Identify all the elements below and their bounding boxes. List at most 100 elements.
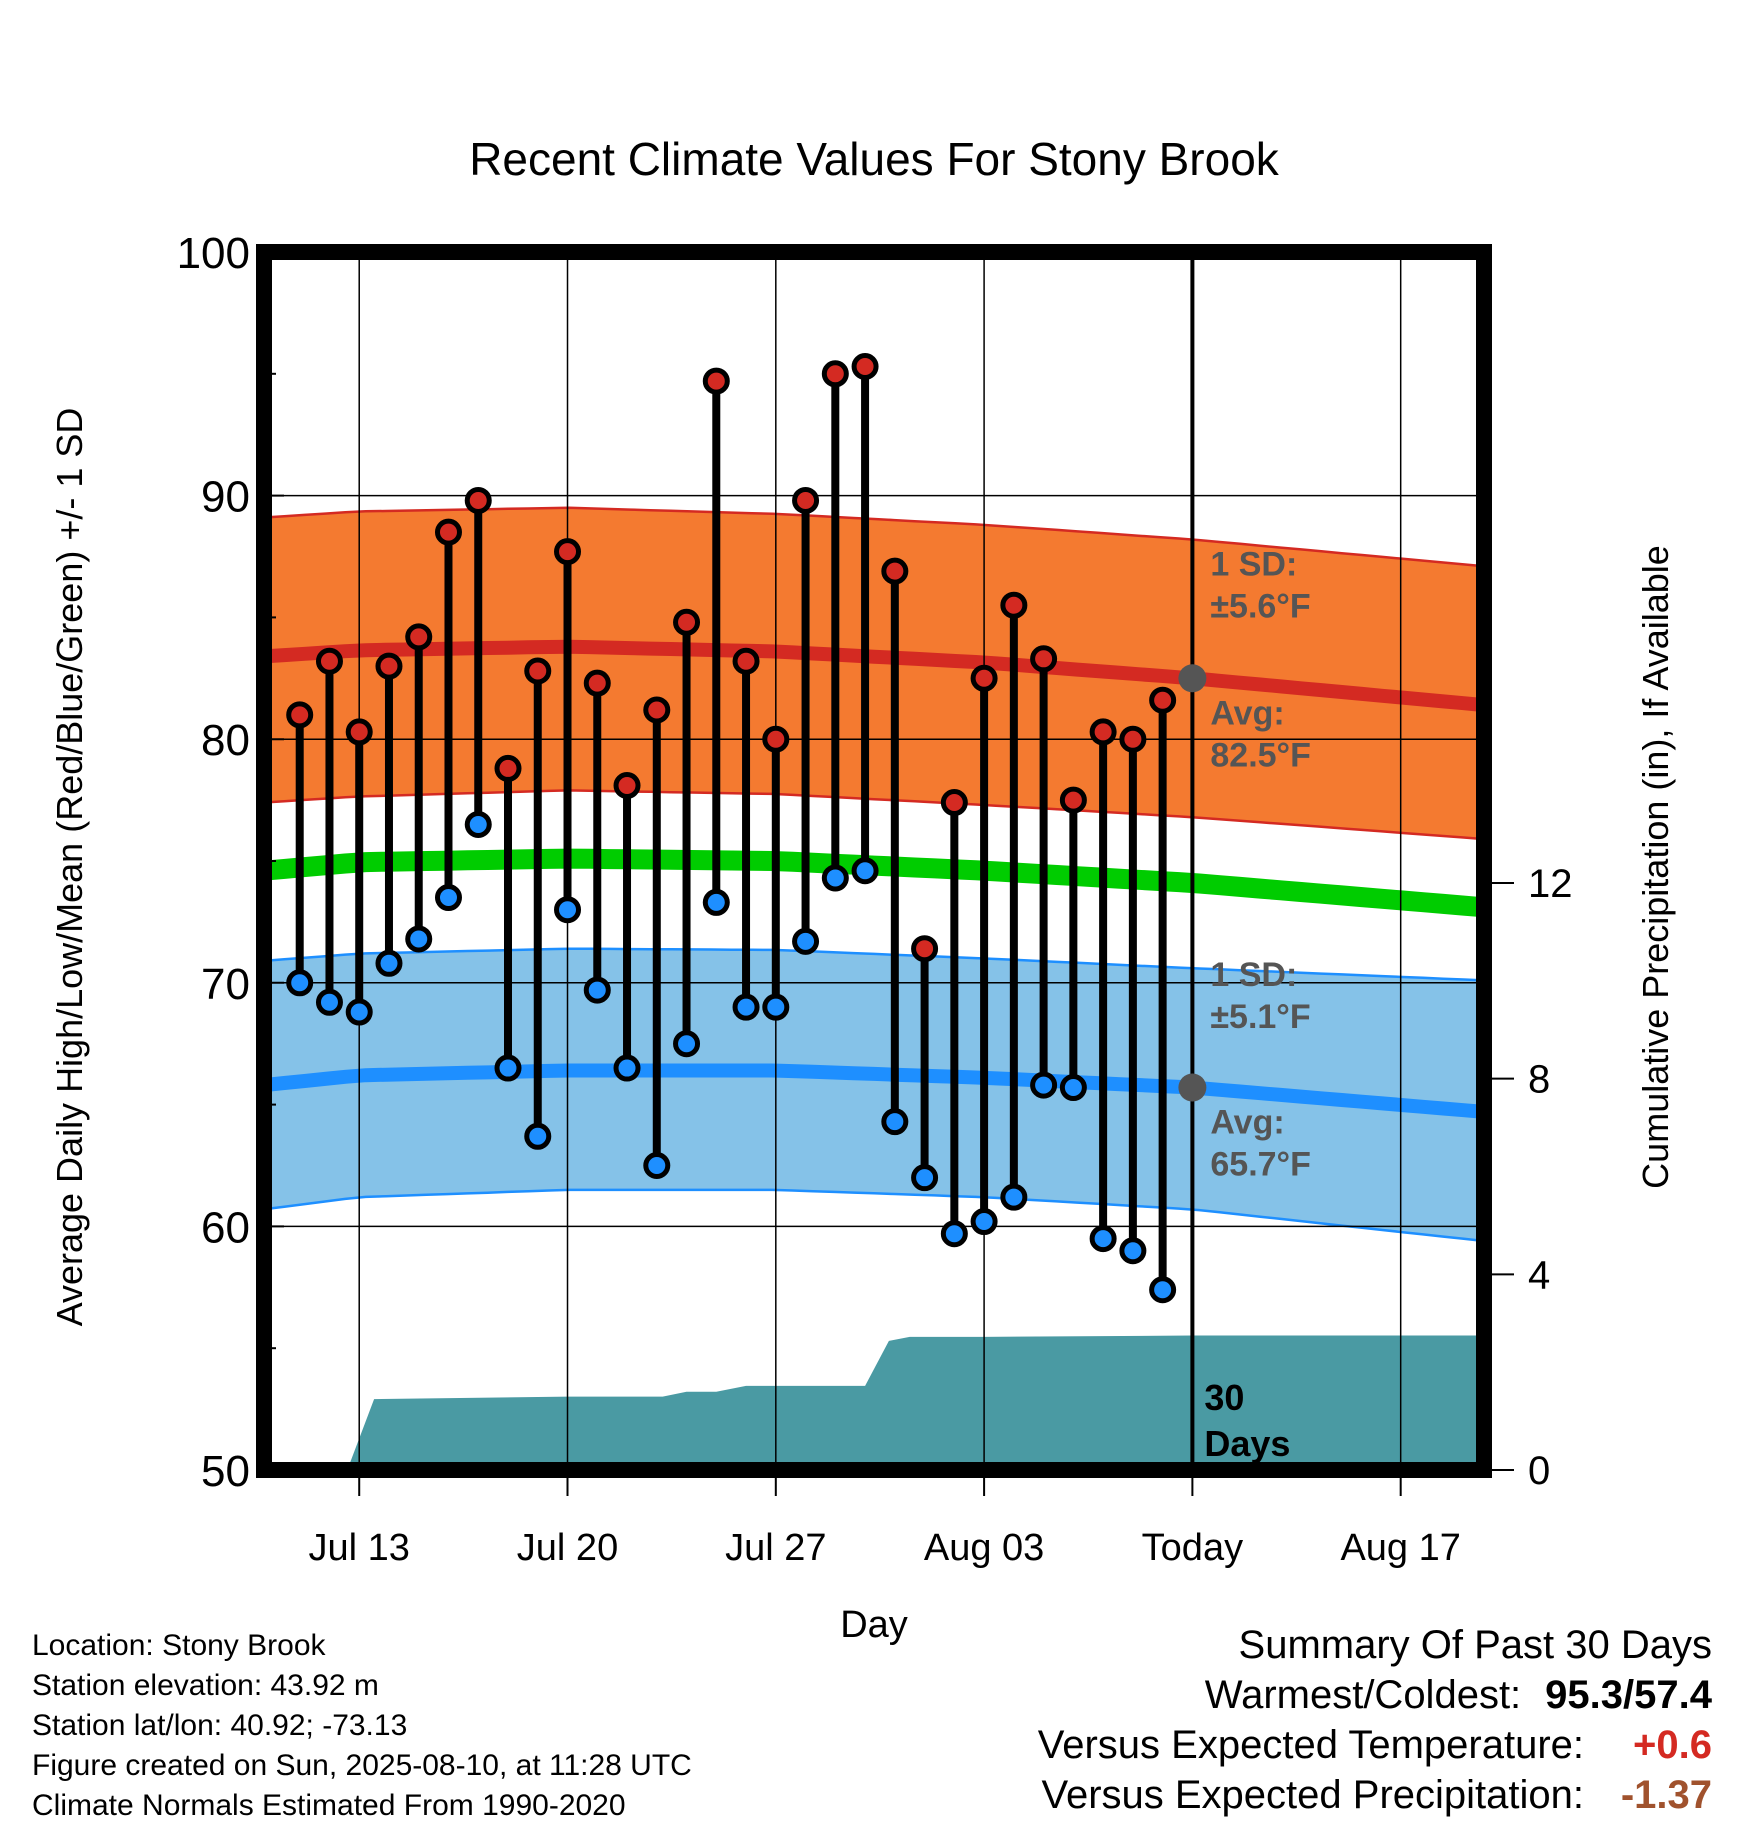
daily-high-point xyxy=(583,669,611,697)
daily-high-point xyxy=(702,367,730,395)
x-tick-label: Today xyxy=(1142,1527,1243,1569)
precip-fill xyxy=(264,1335,1484,1470)
daily-high-point xyxy=(434,518,462,546)
low-sd-band xyxy=(264,948,1484,1241)
station-info: Location: Stony Brook Station elevation:… xyxy=(32,1626,692,1826)
daily-high-point xyxy=(345,718,373,746)
today-days-label-2: Days xyxy=(1204,1423,1290,1464)
precipitation-area xyxy=(264,1335,1484,1470)
precip-anomaly-value: -1.37 xyxy=(1620,1773,1712,1817)
today-low-normal-marker xyxy=(1178,1073,1207,1102)
right-tick-label: 0 xyxy=(1528,1449,1550,1493)
left-tick-label: 80 xyxy=(201,716,250,765)
annotation-line2: 65.7°F xyxy=(1210,1146,1311,1184)
daily-low-point xyxy=(583,976,611,1004)
summary-warm-cold: Warmest/Coldest: 95.3/57.4 xyxy=(1038,1670,1712,1720)
daily-low-point xyxy=(1089,1225,1117,1253)
daily-low-point xyxy=(464,810,492,838)
daily-high-point xyxy=(286,701,314,729)
left-tick-label: 90 xyxy=(201,473,250,522)
annotation-line1: 1 SD: xyxy=(1210,956,1297,994)
daily-low-point xyxy=(405,925,433,953)
daily-low-point xyxy=(345,998,373,1026)
daily-temperature-bars xyxy=(286,352,1177,1304)
temp-anomaly-value: +0.6 xyxy=(1633,1723,1712,1767)
daily-high-point xyxy=(1059,786,1087,814)
left-tick-label: 70 xyxy=(201,960,250,1009)
daily-high-point xyxy=(494,754,522,782)
normal-low-line xyxy=(263,1063,1485,1119)
daily-low-point xyxy=(970,1208,998,1236)
daily-low-point xyxy=(1149,1276,1177,1304)
temp-anomaly-label: Versus Expected Temperature: xyxy=(1037,1723,1584,1767)
left-axis-label: Average Daily High/Low/Mean (Red/Blue/Gr… xyxy=(49,408,90,1327)
warm-cold-value: 95.3/57.4 xyxy=(1545,1673,1712,1717)
right-tick-label: 8 xyxy=(1528,1058,1550,1102)
daily-low-point xyxy=(554,896,582,924)
daily-high-point xyxy=(315,647,343,675)
right-tick-label: 4 xyxy=(1528,1253,1550,1297)
annotation-line1: Avg: xyxy=(1210,1104,1284,1142)
left-tick-label: 100 xyxy=(177,229,250,278)
x-axis-label: Day xyxy=(840,1604,908,1646)
daily-low-point xyxy=(613,1054,641,1082)
daily-high-point xyxy=(881,557,909,585)
daily-low-point xyxy=(643,1152,671,1179)
daily-high-point xyxy=(940,789,968,817)
daily-high-point xyxy=(405,623,433,651)
right-tick-label: 12 xyxy=(1528,862,1573,906)
daily-low-point xyxy=(1030,1071,1058,1099)
daily-low-point xyxy=(881,1108,909,1136)
daily-high-point xyxy=(732,647,760,675)
warm-cold-label: Warmest/Coldest: xyxy=(1204,1673,1522,1717)
daily-low-point xyxy=(524,1122,552,1150)
daily-low-point xyxy=(762,993,790,1021)
daily-low-point xyxy=(375,949,403,977)
daily-low-point xyxy=(673,1030,701,1058)
precip-anomaly-label: Versus Expected Precipitation: xyxy=(1041,1773,1584,1817)
left-tick-label: 50 xyxy=(201,1447,250,1496)
annotation-line2: ±5.1°F xyxy=(1210,998,1310,1036)
chart-title: Recent Climate Values For Stony Brook xyxy=(469,133,1280,185)
annotation-line2: ±5.6°F xyxy=(1210,587,1310,625)
summary-title: Summary Of Past 30 Days xyxy=(1238,1623,1712,1667)
daily-high-point xyxy=(613,771,641,799)
daily-high-point xyxy=(970,664,998,692)
daily-high-point xyxy=(1089,718,1117,746)
daily-low-point xyxy=(1059,1074,1087,1102)
daily-high-point xyxy=(851,352,879,380)
annotation-line1: 1 SD: xyxy=(1210,545,1297,583)
low-sd-band-upper-edge xyxy=(263,947,1485,982)
right-axis-label: Cumulative Precipitation (in), If Availa… xyxy=(1635,545,1676,1189)
today-days-label-1: 30 xyxy=(1204,1377,1244,1418)
x-tick-label: Jul 20 xyxy=(517,1527,618,1569)
daily-high-point xyxy=(1000,591,1028,619)
x-tick-label: Aug 17 xyxy=(1340,1527,1460,1569)
daily-low-point xyxy=(851,857,879,885)
left-tick-label: 60 xyxy=(201,1203,250,1252)
daily-high-point xyxy=(643,696,671,724)
daily-low-point xyxy=(286,969,314,997)
daily-high-point xyxy=(554,538,582,566)
normals-text: Climate Normals Estimated From 1990-2020 xyxy=(32,1789,626,1822)
daily-low-point xyxy=(792,927,820,955)
created-text: Figure created on Sun, 2025-08-10, at 11… xyxy=(32,1749,692,1782)
x-tick-label: Aug 03 xyxy=(924,1527,1044,1569)
daily-high-point xyxy=(1030,645,1058,673)
daily-low-point xyxy=(702,888,730,916)
summary-panel: Summary Of Past 30 Days Warmest/Coldest:… xyxy=(1038,1620,1712,1820)
summary-temp: Versus Expected Temperature: +0.6 xyxy=(1038,1720,1712,1770)
daily-high-point xyxy=(375,652,403,680)
daily-high-point xyxy=(821,360,849,388)
annotation-line2: 82.5°F xyxy=(1210,736,1311,774)
daily-high-point xyxy=(792,486,820,514)
daily-low-point xyxy=(315,988,343,1016)
latlon-text: Station lat/lon: 40.92; -73.13 xyxy=(32,1709,408,1742)
daily-high-point xyxy=(1119,725,1147,753)
daily-high-point xyxy=(1149,686,1177,714)
daily-high-point xyxy=(911,935,939,963)
daily-low-point xyxy=(940,1220,968,1248)
normal-high-line xyxy=(263,639,1485,713)
normal-annotations: 1 SD: ±5.6°F Avg: 82.5°F 1 SD: ±5.1°F Avg: 65.7… xyxy=(1178,545,1311,1464)
